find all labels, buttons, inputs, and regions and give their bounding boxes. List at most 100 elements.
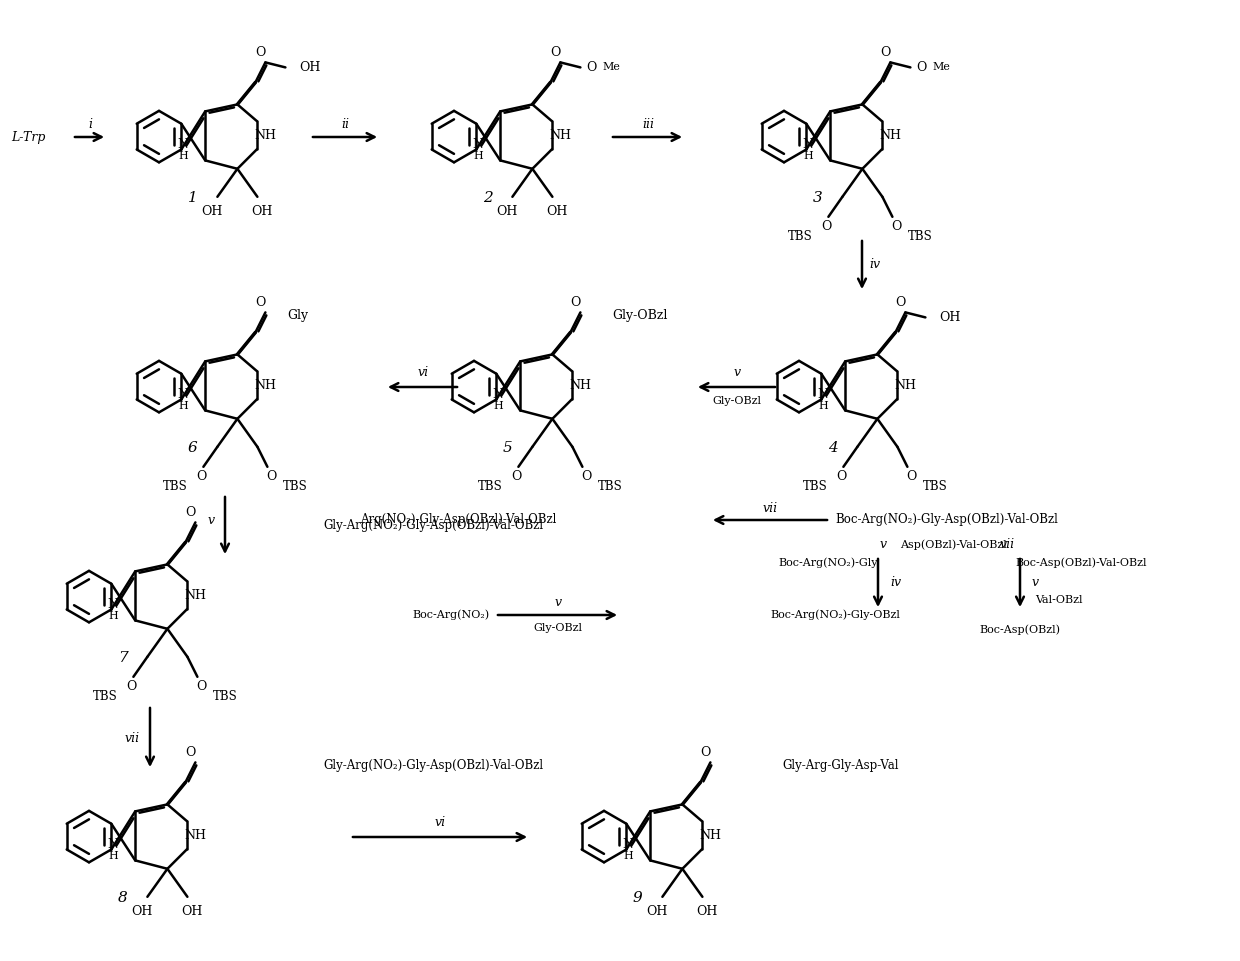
Text: Gly-Arg-Gly-Asp-Val: Gly-Arg-Gly-Asp-Val xyxy=(782,759,899,772)
Text: 9: 9 xyxy=(632,891,642,905)
Text: H: H xyxy=(494,401,503,411)
Text: NH: NH xyxy=(879,129,901,141)
Text: OH: OH xyxy=(131,905,153,919)
Text: vi: vi xyxy=(434,817,445,829)
Text: NH: NH xyxy=(254,379,277,392)
Text: TBS: TBS xyxy=(162,480,187,493)
Text: 8: 8 xyxy=(118,891,128,905)
Text: O: O xyxy=(196,470,207,483)
Text: O: O xyxy=(906,470,916,483)
Text: 2: 2 xyxy=(482,191,492,206)
Text: O: O xyxy=(570,296,580,308)
Text: OH: OH xyxy=(182,905,203,919)
Text: O: O xyxy=(255,46,265,59)
Text: O: O xyxy=(551,46,560,59)
Text: vii: vii xyxy=(125,731,140,745)
Text: O: O xyxy=(126,680,136,693)
Text: 4: 4 xyxy=(828,441,837,456)
Text: N: N xyxy=(817,387,828,401)
Text: ii: ii xyxy=(341,118,348,132)
Text: OH: OH xyxy=(940,311,961,324)
Text: vi: vi xyxy=(418,366,429,380)
Text: O: O xyxy=(185,746,196,759)
Text: O: O xyxy=(821,220,832,234)
Text: iv: iv xyxy=(869,259,880,272)
Text: O: O xyxy=(895,296,905,308)
Text: O: O xyxy=(196,680,207,693)
Text: N: N xyxy=(492,387,503,401)
Text: Gly-OBzl: Gly-OBzl xyxy=(533,623,583,633)
Text: Me: Me xyxy=(603,62,620,72)
Text: 7: 7 xyxy=(118,652,128,665)
Text: TBS: TBS xyxy=(213,690,238,703)
Text: OH: OH xyxy=(252,206,273,218)
Text: H: H xyxy=(179,151,188,161)
Text: Boc-Arg(NO₂)-Gly-OBzl: Boc-Arg(NO₂)-Gly-OBzl xyxy=(770,609,900,620)
Text: NH: NH xyxy=(254,129,277,141)
Text: v: v xyxy=(208,513,215,527)
Text: TBS: TBS xyxy=(789,231,812,243)
Text: v: v xyxy=(554,597,562,609)
Text: N: N xyxy=(802,137,813,151)
Text: N: N xyxy=(622,838,634,850)
Text: TBS: TBS xyxy=(923,480,947,493)
Text: Boc-Arg(NO₂)-Gly: Boc-Arg(NO₂)-Gly xyxy=(779,557,878,568)
Text: Gly-OBzl: Gly-OBzl xyxy=(613,308,668,322)
Text: Boc-Arg(NO₂): Boc-Arg(NO₂) xyxy=(413,609,490,620)
Text: O: O xyxy=(836,470,847,483)
Text: TBS: TBS xyxy=(283,480,308,493)
Text: i: i xyxy=(88,118,92,132)
Text: O: O xyxy=(255,296,265,308)
Text: H: H xyxy=(818,401,828,411)
Text: Val-OBzl: Val-OBzl xyxy=(1035,595,1083,605)
Text: 6: 6 xyxy=(187,441,197,456)
Text: OH: OH xyxy=(647,905,668,919)
Text: NH: NH xyxy=(569,379,591,392)
Text: N: N xyxy=(108,838,119,850)
Text: Me: Me xyxy=(932,62,950,72)
Text: L-Trp: L-Trp xyxy=(11,131,45,143)
Text: Gly-Arg(NO₂)-Gly-Asp(OBzl)-Val-OBzl: Gly-Arg(NO₂)-Gly-Asp(OBzl)-Val-OBzl xyxy=(322,519,543,531)
Text: OH: OH xyxy=(497,206,518,218)
Text: TBS: TBS xyxy=(479,480,502,493)
Text: OH: OH xyxy=(202,206,223,218)
Text: OH: OH xyxy=(299,61,321,74)
Text: 3: 3 xyxy=(812,191,822,206)
Text: O: O xyxy=(511,470,522,483)
Text: 5: 5 xyxy=(502,441,512,456)
Text: H: H xyxy=(804,151,813,161)
Text: vii: vii xyxy=(763,502,777,514)
Text: O: O xyxy=(582,470,591,483)
Text: vii: vii xyxy=(999,538,1016,552)
Text: Asp(OBzl)-Val-OBzl: Asp(OBzl)-Val-OBzl xyxy=(900,540,1007,551)
Text: Boc-Asp(OBzl): Boc-Asp(OBzl) xyxy=(980,625,1060,635)
Text: Gly-OBzl: Gly-OBzl xyxy=(713,396,761,406)
Text: OH: OH xyxy=(547,206,568,218)
Text: H: H xyxy=(179,401,188,411)
Text: TBS: TBS xyxy=(804,480,828,493)
Text: iii: iii xyxy=(642,118,653,132)
Text: NH: NH xyxy=(699,828,720,842)
Text: iv: iv xyxy=(890,576,901,588)
Text: NH: NH xyxy=(184,589,206,602)
Text: H: H xyxy=(108,611,118,621)
Text: O: O xyxy=(701,746,711,759)
Text: H: H xyxy=(624,851,634,861)
Text: O: O xyxy=(916,61,926,74)
Text: v: v xyxy=(880,538,887,552)
Text: N: N xyxy=(472,137,484,151)
Text: O: O xyxy=(880,46,890,59)
Text: NH: NH xyxy=(894,379,916,392)
Text: Boc-Arg(NO₂)-Gly-Asp(OBzl)-Val-OBzl: Boc-Arg(NO₂)-Gly-Asp(OBzl)-Val-OBzl xyxy=(835,513,1058,527)
Text: NH: NH xyxy=(549,129,570,141)
Text: N: N xyxy=(177,137,188,151)
Text: NH: NH xyxy=(184,828,206,842)
Text: O: O xyxy=(892,220,901,234)
Text: 1: 1 xyxy=(187,191,197,206)
Text: N: N xyxy=(108,598,119,610)
Text: O: O xyxy=(185,505,196,519)
Text: TBS: TBS xyxy=(908,231,932,243)
Text: v: v xyxy=(733,366,740,380)
Text: N: N xyxy=(177,387,188,401)
Text: H: H xyxy=(108,851,118,861)
